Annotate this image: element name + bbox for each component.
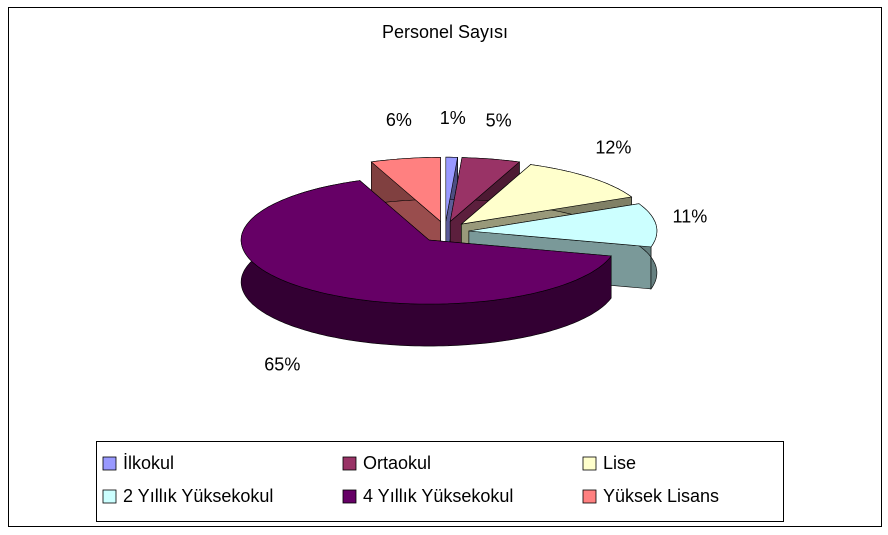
slice [449, 157, 521, 223]
slice [445, 156, 458, 222]
slice [240, 180, 612, 305]
data-label: 11% [673, 207, 708, 227]
legend-label: Lise [603, 453, 636, 473]
chart-title: Personel Sayısı [382, 22, 508, 42]
legend-swatch [342, 489, 357, 504]
data-label: 65% [264, 354, 300, 374]
data-label: 1% [440, 108, 466, 128]
legend-swatch [102, 456, 117, 471]
slice [370, 157, 441, 223]
legend-swatch [582, 456, 597, 471]
legend-swatch [342, 456, 357, 471]
data-label: 12% [595, 137, 631, 157]
slice [468, 203, 658, 248]
legend [96, 441, 784, 522]
legend-swatch [102, 489, 117, 504]
legend-swatch [582, 489, 597, 504]
legend-label: Ortaokul [363, 453, 431, 473]
data-label: 5% [486, 111, 512, 131]
legend-label: 2 Yıllık Yüksekokul [123, 486, 273, 506]
slice [460, 164, 633, 225]
legend-label: 4 Yıllık Yüksekokul [363, 486, 513, 506]
data-label: 6% [386, 110, 412, 130]
legend-label: Yüksek Lisans [603, 486, 719, 506]
legend-label: İlkokul [123, 453, 174, 473]
